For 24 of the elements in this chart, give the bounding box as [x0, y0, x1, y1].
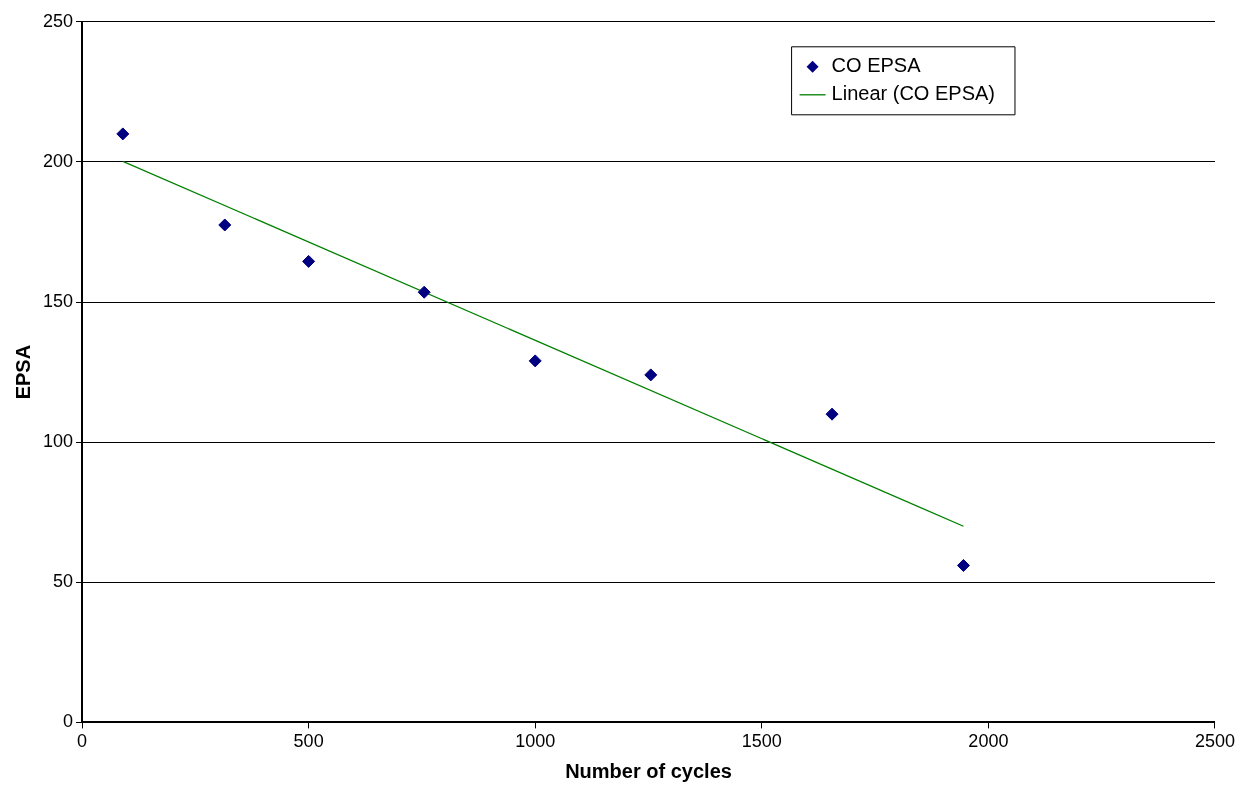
- y-tick-label: 250: [42, 10, 74, 31]
- point: [302, 254, 316, 268]
- x-tick-label: 1500: [741, 731, 782, 752]
- point: [956, 558, 970, 572]
- legend-label: Linear (CO EPSA): [831, 82, 995, 105]
- y-tick-label: 200: [42, 150, 74, 171]
- y-tick-label: 100: [42, 431, 74, 452]
- x-tick-label: 2500: [1194, 731, 1235, 752]
- point: [116, 127, 130, 141]
- x-tick-label: 500: [293, 731, 324, 752]
- x-tick-label: 2000: [968, 731, 1009, 752]
- x-axis-title: Number of cycles: [565, 759, 732, 782]
- y-tick-label: 50: [53, 571, 74, 592]
- y-tick-label: 150: [42, 291, 74, 312]
- point: [825, 407, 839, 421]
- y-axis-title: EPSA: [11, 344, 34, 400]
- y-tick-label: 0: [63, 711, 74, 732]
- legend-label: CO EPSA: [831, 54, 922, 77]
- point: [417, 285, 431, 299]
- point: [528, 354, 542, 368]
- point: [218, 218, 232, 232]
- x-tick-label: 1000: [515, 731, 556, 752]
- x-tick-label: 0: [77, 731, 88, 752]
- point: [644, 368, 658, 382]
